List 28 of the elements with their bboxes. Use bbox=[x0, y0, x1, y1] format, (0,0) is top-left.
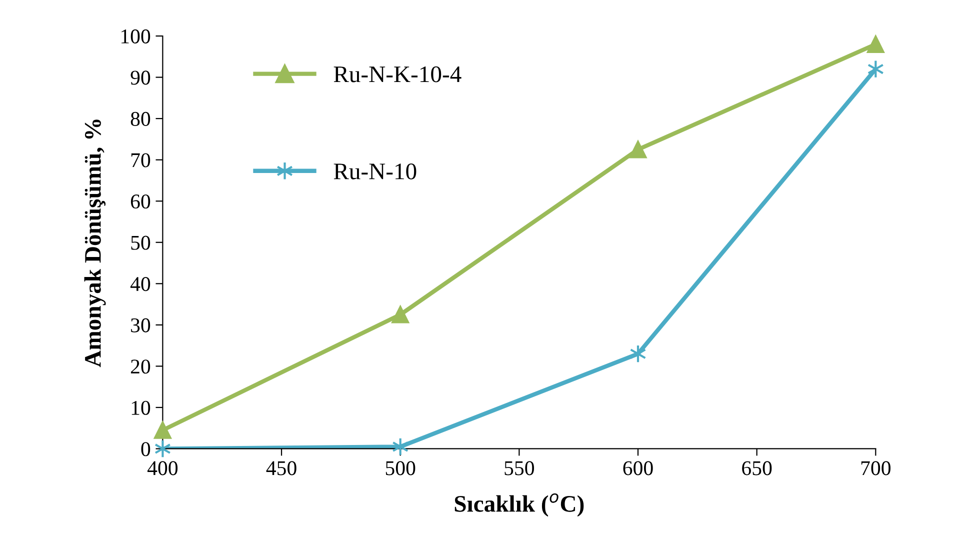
x-tick-label: 600 bbox=[623, 461, 653, 476]
x-tick-label: 400 bbox=[147, 461, 178, 476]
x-tick-label: 700 bbox=[861, 461, 890, 476]
legend-label: Ru-N-K-10-4 bbox=[334, 66, 462, 82]
y-tick-label: 30 bbox=[131, 318, 150, 332]
point bbox=[629, 140, 647, 158]
y-tick-label: 70 bbox=[131, 153, 150, 168]
y-tick-label: 60 bbox=[130, 194, 150, 209]
point bbox=[392, 437, 409, 456]
point bbox=[154, 439, 171, 458]
y-tick-label: 10 bbox=[132, 400, 150, 415]
y-axis-title: Amonyak Dönüşümü, % bbox=[84, 120, 106, 368]
y-tick-label: 40 bbox=[130, 277, 150, 292]
point bbox=[392, 306, 410, 324]
y-tick-label: 50 bbox=[131, 236, 150, 250]
y-tick-label: 90 bbox=[130, 70, 150, 85]
x-tick-label: 450 bbox=[266, 461, 296, 476]
x-tick-label: 650 bbox=[742, 461, 772, 476]
x-axis-title: Sıcaklık ($^{o}$C) bbox=[454, 493, 584, 517]
y-tick-label: 0 bbox=[141, 442, 150, 456]
y-tick-label: 20 bbox=[130, 360, 150, 374]
legend-label: Ru-N-10 bbox=[334, 163, 416, 180]
x-tick-label: 500 bbox=[386, 461, 416, 476]
y-tick-label: 80 bbox=[130, 112, 150, 126]
point bbox=[154, 421, 172, 439]
y-tick-label: 100 bbox=[121, 29, 150, 44]
point bbox=[866, 36, 884, 53]
x-tick-label: 550 bbox=[504, 461, 534, 476]
